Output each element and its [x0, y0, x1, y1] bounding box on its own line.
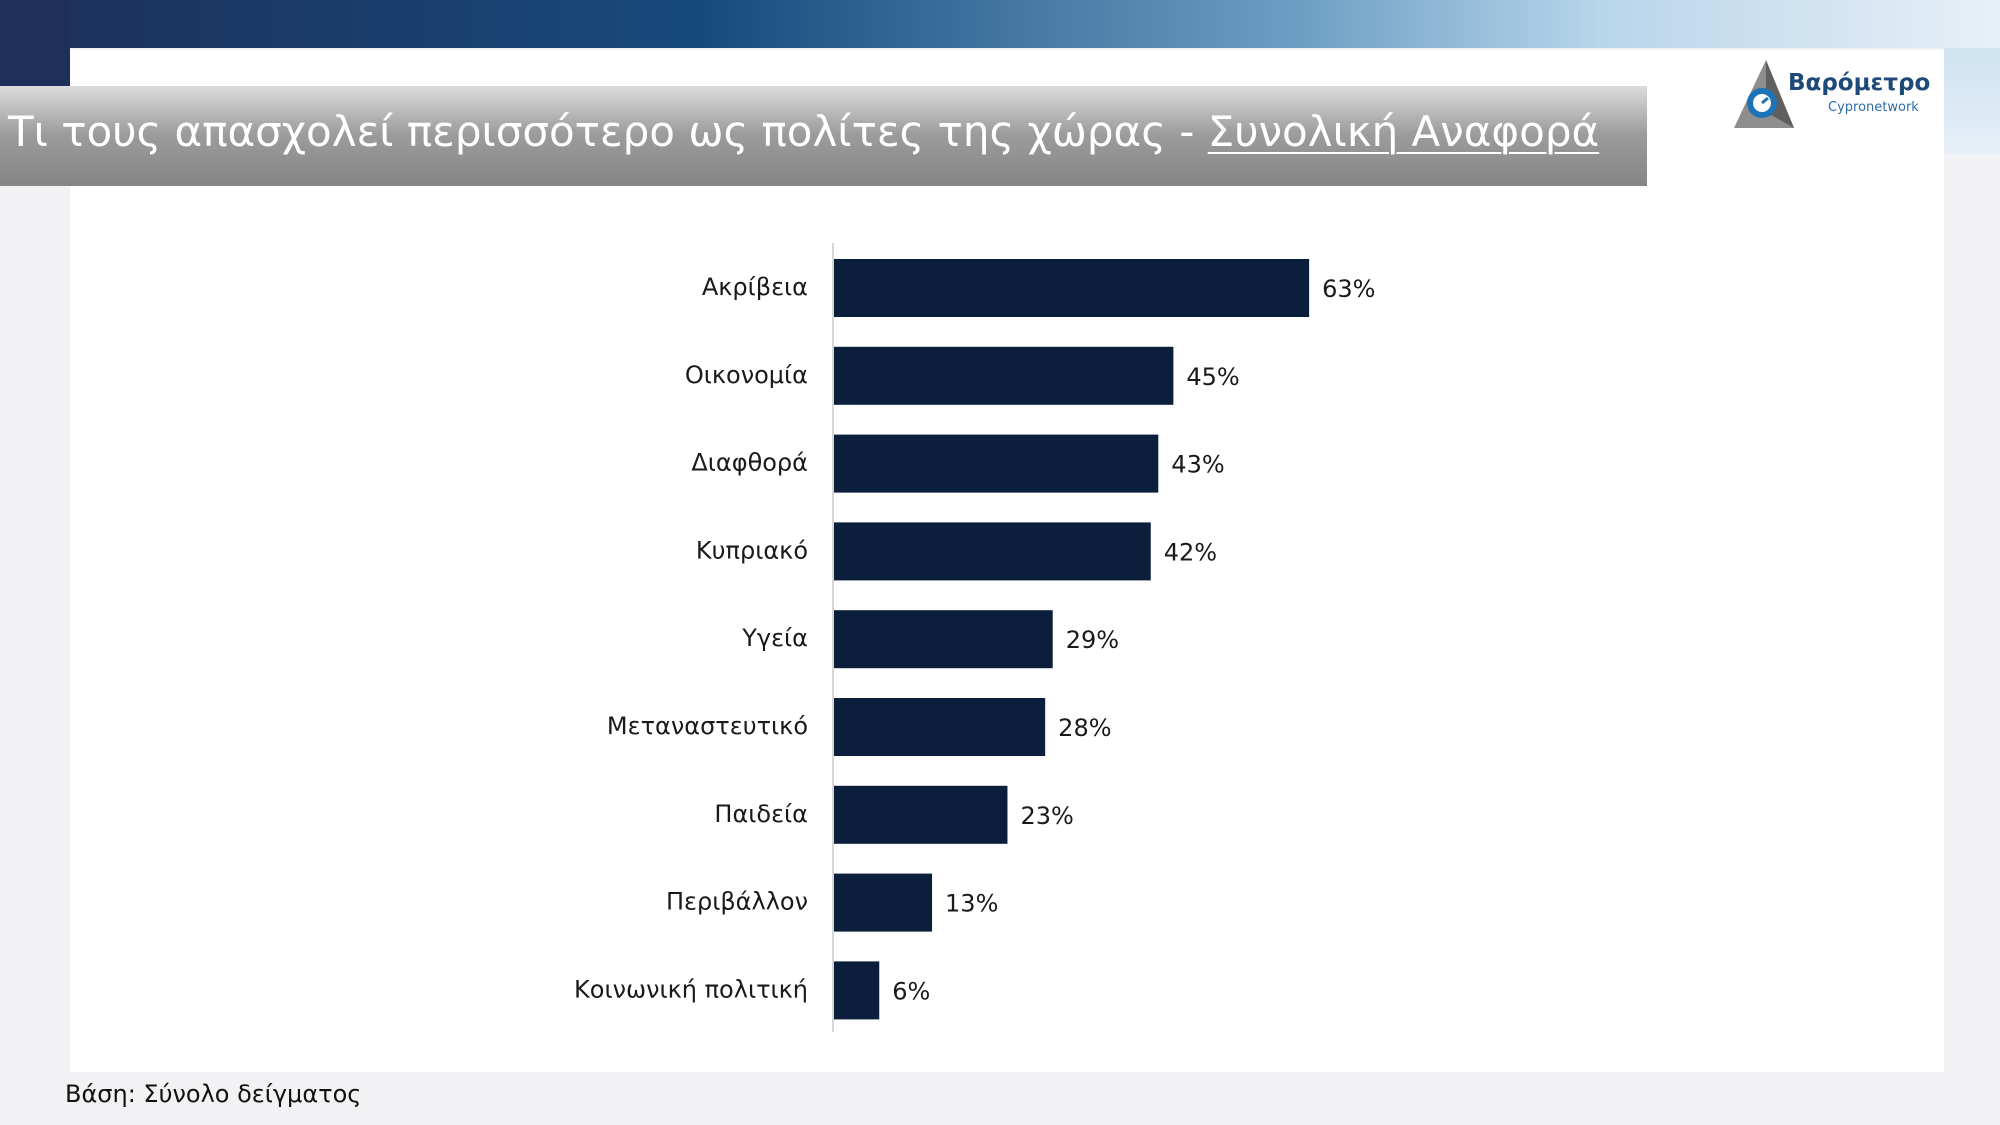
bar	[834, 610, 1053, 669]
category-label: Παιδεία	[714, 800, 808, 828]
category-label: Υγεία	[741, 624, 808, 652]
bar	[834, 434, 1159, 493]
left-accent-block	[0, 0, 70, 90]
value-label: 6%	[892, 977, 930, 1005]
title-banner	[0, 86, 1647, 186]
logo: Βαρόμετρο Cypronetwork	[1732, 58, 1932, 138]
value-label: 43%	[1171, 451, 1224, 479]
value-label: 23%	[1020, 802, 1073, 830]
footnote-base: Βάση: Σύνολο δείγματος	[65, 1080, 362, 1108]
value-label: 63%	[1322, 275, 1375, 303]
bar	[834, 346, 1174, 405]
header-band	[0, 0, 2000, 48]
category-label: Κοινωνική πολιτική	[574, 975, 808, 1003]
right-accent-fade	[1944, 48, 2000, 154]
category-label: Κυπριακό	[696, 536, 808, 564]
bar	[834, 522, 1151, 581]
logo-subtitle: Cypronetwork	[1828, 100, 1919, 115]
value-label: 13%	[945, 890, 998, 918]
category-label: Μεταναστευτικό	[607, 712, 808, 740]
title-link[interactable]: Συνολική Αναφορά	[1207, 107, 1600, 156]
title-prefix: Τι τους απασχολεί περισσότερο ως πολίτες…	[8, 107, 1208, 156]
logo-name: Βαρόμετρο	[1788, 70, 1931, 96]
bar	[834, 961, 880, 1020]
value-label: 45%	[1186, 363, 1239, 391]
value-label: 28%	[1058, 714, 1111, 742]
bar	[834, 785, 1008, 844]
category-label: Περιβάλλον	[666, 888, 808, 916]
value-label: 42%	[1164, 538, 1217, 566]
barometer-logo-icon	[1734, 60, 1794, 128]
bar	[834, 873, 933, 932]
bar	[834, 259, 1310, 317]
bar	[834, 698, 1046, 756]
category-label: Οικονομία	[685, 361, 808, 389]
value-label: 29%	[1066, 626, 1119, 654]
page-title: Τι τους απασχολεί περισσότερο ως πολίτες…	[8, 104, 1599, 160]
category-label: Διαφθορά	[691, 449, 808, 477]
category-label: Ακρίβεια	[702, 273, 808, 301]
